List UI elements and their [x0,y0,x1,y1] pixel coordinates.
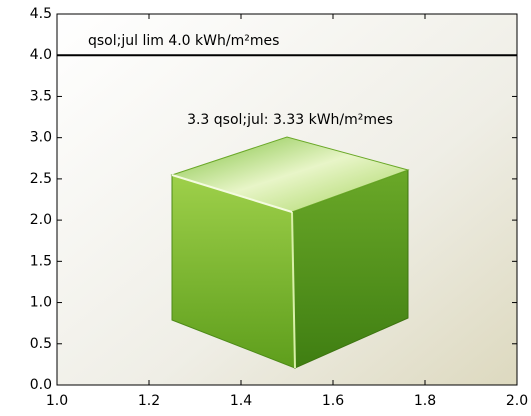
plot-frame [56,13,518,386]
y-tick-label: 4.0 [30,47,52,63]
x-tick-label: 1.4 [230,393,252,409]
cube-icon [170,136,410,369]
x-tick-label: 1.8 [414,393,436,409]
y-tick-label: 4.5 [30,6,52,22]
x-tick-label: 1.2 [138,393,160,409]
y-tick-label: 1.0 [30,295,52,311]
y-tick-label: 2.0 [30,212,52,228]
x-tick-label: 1.6 [322,393,344,409]
annotation: 3.3 qsol;jul: 3.33 kWh/m²mes [187,112,393,128]
y-tick-label: 3.0 [30,130,52,146]
y-tick-label: 0.5 [30,336,52,352]
y-tick-label: 1.5 [30,253,52,269]
y-tick-label: 2.5 [30,171,52,187]
x-tick-label: 1.0 [46,393,68,409]
x-tick-label: 2.0 [506,393,528,409]
y-tick-label: 3.5 [30,88,52,104]
y-tick-label: 0.0 [30,377,52,393]
limit-label: qsol;jul lim 4.0 kWh/m²mes [88,33,279,49]
